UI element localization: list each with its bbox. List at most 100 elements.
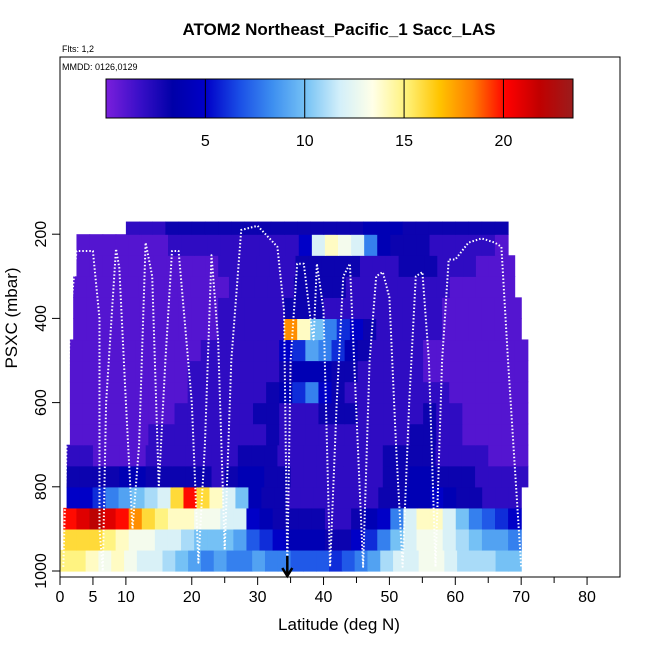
heatmap-cell [226, 402, 241, 425]
heatmap-cell [349, 221, 364, 235]
heatmap-cell [82, 339, 97, 362]
heatmap-cell [363, 318, 377, 341]
heatmap-cell [79, 465, 94, 488]
heatmap-cell [79, 486, 94, 509]
heatmap-cell [389, 318, 404, 341]
heatmap-cell [423, 276, 438, 298]
heatmap-cell [198, 465, 213, 488]
x-tick-label: 80 [578, 589, 596, 606]
heatmap-cell [339, 486, 353, 509]
heatmap-cell [347, 255, 361, 277]
heatmap-cell [358, 276, 373, 298]
heatmap-cell [251, 465, 265, 488]
heatmap-cell [437, 255, 451, 277]
heatmap-cell [318, 360, 333, 383]
heatmap-cell [264, 444, 279, 467]
heatmap-cell [494, 221, 509, 235]
heatmap-cell [69, 423, 84, 446]
heatmap-cell [351, 234, 365, 256]
heatmap-cell [305, 339, 320, 362]
heatmap-cell [428, 297, 443, 319]
heatmap-cell [382, 444, 397, 467]
heatmap-cell [341, 549, 356, 572]
heatmap-cell [338, 234, 352, 256]
heatmap-cell [125, 297, 140, 319]
heatmap-cell [141, 507, 156, 530]
heatmap-cell [310, 318, 325, 341]
heatmap-cell [213, 360, 228, 383]
heatmap-cell [344, 339, 359, 362]
heatmap-cell [187, 402, 202, 425]
heatmap-cell [187, 381, 202, 404]
heatmap-cell [468, 234, 483, 256]
heatmap-cell [85, 549, 100, 572]
heatmap-cell [316, 444, 331, 467]
heatmap-cell [179, 255, 194, 277]
heatmap-cell [204, 297, 219, 319]
heatmap-cell [284, 318, 298, 341]
heatmap-cell [351, 507, 365, 530]
heatmap-cell [449, 360, 463, 383]
heatmap-cell [313, 486, 327, 509]
heatmap-cell [178, 318, 193, 341]
heatmap-cell [370, 402, 385, 425]
heatmap-cell [218, 318, 232, 341]
heatmap-cell [128, 528, 143, 551]
heatmap-cell [149, 549, 164, 572]
heatmap-cell [191, 297, 206, 319]
heatmap-cell [508, 318, 522, 341]
heatmap-cell [112, 297, 127, 319]
heatmap-cell [279, 339, 293, 362]
heatmap-cell [187, 360, 202, 383]
colorbar-tick-label: 10 [296, 133, 314, 150]
heatmap-cell [99, 297, 114, 319]
heatmap-cell [168, 234, 182, 256]
heatmap-cell [356, 444, 371, 467]
heatmap-cell [135, 381, 149, 404]
heatmap-cell [191, 318, 206, 341]
heatmap-cell [125, 276, 139, 298]
heatmap-cell [495, 507, 509, 530]
heatmap-cell [382, 465, 397, 488]
heatmap-cell [389, 221, 404, 235]
heatmap-cell [370, 339, 385, 362]
heatmap-cell [266, 402, 280, 425]
heatmap-cell [122, 423, 136, 446]
heatmap-cell [109, 402, 123, 425]
heatmap-cell [455, 318, 470, 341]
heatmap-cell [220, 234, 234, 256]
heatmap-cell [442, 234, 457, 256]
heatmap-cell [410, 339, 424, 362]
heatmap-cell [377, 507, 391, 530]
heatmap-cell [404, 486, 418, 509]
heatmap-cell [481, 318, 496, 341]
heatmap-cell [372, 255, 387, 277]
heatmap-cell [306, 276, 321, 298]
heatmap-cell [344, 381, 359, 404]
heatmap-cell [92, 444, 107, 467]
heatmap-cell [308, 255, 322, 277]
heatmap-cell [449, 276, 464, 298]
heatmap-cell [316, 465, 331, 488]
heatmap-cell [215, 276, 230, 298]
heatmap-cell [96, 381, 110, 404]
heatmap-cell [398, 255, 413, 277]
heatmap-cell [331, 381, 346, 404]
heatmap-cell [411, 255, 425, 277]
heatmap-cell [331, 360, 346, 383]
heatmap-cell [222, 486, 237, 509]
heatmap-cell [383, 402, 398, 425]
heatmap-cell [178, 297, 193, 319]
heatmap-cell [475, 339, 490, 362]
heatmap-cell [256, 255, 271, 277]
heatmap-cell [396, 423, 411, 446]
heatmap-cell [410, 276, 425, 298]
heatmap-cell [141, 234, 156, 256]
x-tick-label: 10 [117, 589, 135, 606]
heatmap-cell [60, 549, 74, 572]
heatmap-cell [233, 528, 248, 551]
heatmap-cell [298, 234, 313, 256]
heatmap-cell [357, 381, 372, 404]
heatmap-cell [274, 486, 288, 509]
